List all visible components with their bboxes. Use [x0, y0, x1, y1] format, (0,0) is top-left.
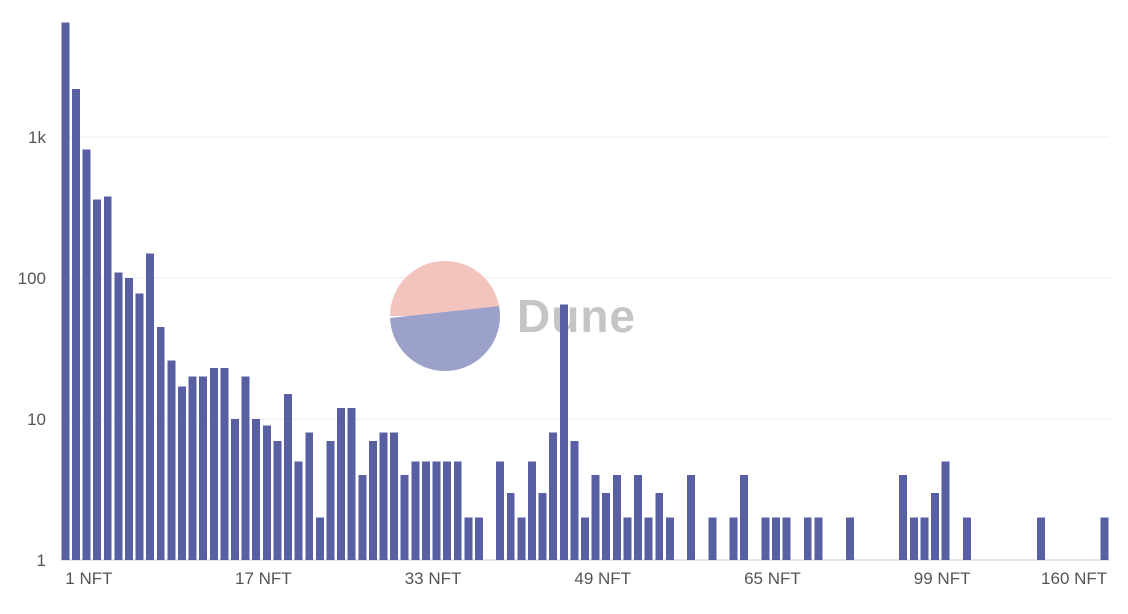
bar: [189, 377, 197, 560]
bar: [273, 441, 281, 560]
bar: [740, 475, 748, 560]
bar: [242, 377, 250, 560]
bar: [942, 461, 950, 560]
bar: [475, 518, 483, 560]
bar: [814, 518, 822, 560]
bar: [104, 196, 112, 560]
bar: [348, 408, 356, 560]
bar: [570, 441, 578, 560]
bar: [1101, 518, 1109, 560]
bar: [846, 518, 854, 560]
chart-svg: 1 10 100 1k Dune 1 NFT 17 NFT 33 NFT 49 NFT 65 NF…: [0, 0, 1128, 614]
bar: [369, 441, 377, 560]
bar: [199, 377, 207, 560]
bar: [539, 493, 547, 560]
bar: [72, 89, 80, 560]
bar: [114, 272, 122, 560]
x-axis-tick-label: 99 NFT: [914, 569, 971, 588]
bar: [93, 200, 101, 560]
bar: [634, 475, 642, 560]
bar: [337, 408, 345, 560]
bar: [326, 441, 334, 560]
bar: [772, 518, 780, 560]
bar: [899, 475, 907, 560]
bar: [517, 518, 525, 560]
bar: [931, 493, 939, 560]
x-axis-tick-label: 33 NFT: [405, 569, 462, 588]
bar: [210, 368, 218, 560]
bar: [613, 475, 621, 560]
bar: [358, 475, 366, 560]
bar: [443, 461, 451, 560]
bar: [730, 518, 738, 560]
bar: [125, 278, 133, 560]
bar: [623, 518, 631, 560]
bar: [655, 493, 663, 560]
bar: [411, 461, 419, 560]
bar: [136, 293, 144, 560]
y-axis-tick-label: 10: [27, 410, 46, 429]
bar: [507, 493, 515, 560]
bar: [401, 475, 409, 560]
bar: [390, 433, 398, 560]
bar: [708, 518, 716, 560]
bar: [687, 475, 695, 560]
bar: [1037, 518, 1045, 560]
bar: [528, 461, 536, 560]
bar: [178, 387, 186, 560]
x-axis-tick-label: 65 NFT: [744, 569, 801, 588]
y-axis-tick-label: 1: [37, 551, 46, 570]
bar: [592, 475, 600, 560]
bar: [761, 518, 769, 560]
bar: [167, 361, 175, 560]
bar: [284, 394, 292, 560]
y-axis-tick-label: 100: [18, 269, 46, 288]
bar: [464, 518, 472, 560]
bar: [83, 149, 91, 560]
bar: [61, 23, 69, 560]
bar: [666, 518, 674, 560]
bar: [920, 518, 928, 560]
x-axis-tick-label: 1 NFT: [65, 569, 112, 588]
bar: [602, 493, 610, 560]
nft-distribution-chart: 1 10 100 1k Dune 1 NFT 17 NFT 33 NFT 49 NFT 65 NF…: [0, 0, 1128, 614]
bar: [433, 461, 441, 560]
dune-logo-top: [390, 261, 500, 316]
bar: [783, 518, 791, 560]
bar: [581, 518, 589, 560]
bar: [645, 518, 653, 560]
bar: [220, 368, 228, 560]
bar: [910, 518, 918, 560]
y-axis-tick-label: 1k: [28, 128, 46, 147]
dune-watermark: Dune: [390, 261, 636, 371]
bar: [157, 327, 165, 560]
bar: [295, 461, 303, 560]
bar: [560, 304, 568, 560]
x-axis-tick-label: 49 NFT: [574, 569, 631, 588]
bar: [263, 425, 271, 560]
bar: [549, 433, 557, 560]
bar: [454, 461, 462, 560]
bar: [316, 518, 324, 560]
x-axis-tick-label: 160 NFT: [1041, 569, 1107, 588]
bar: [146, 253, 154, 560]
bar: [252, 419, 260, 560]
bar: [231, 419, 239, 560]
bar: [804, 518, 812, 560]
bar: [963, 518, 971, 560]
bar: [496, 461, 504, 560]
bar: [305, 433, 313, 560]
x-axis-tick-label: 17 NFT: [235, 569, 292, 588]
bar: [380, 433, 388, 560]
bar: [422, 461, 430, 560]
dune-watermark-text: Dune: [517, 290, 636, 342]
